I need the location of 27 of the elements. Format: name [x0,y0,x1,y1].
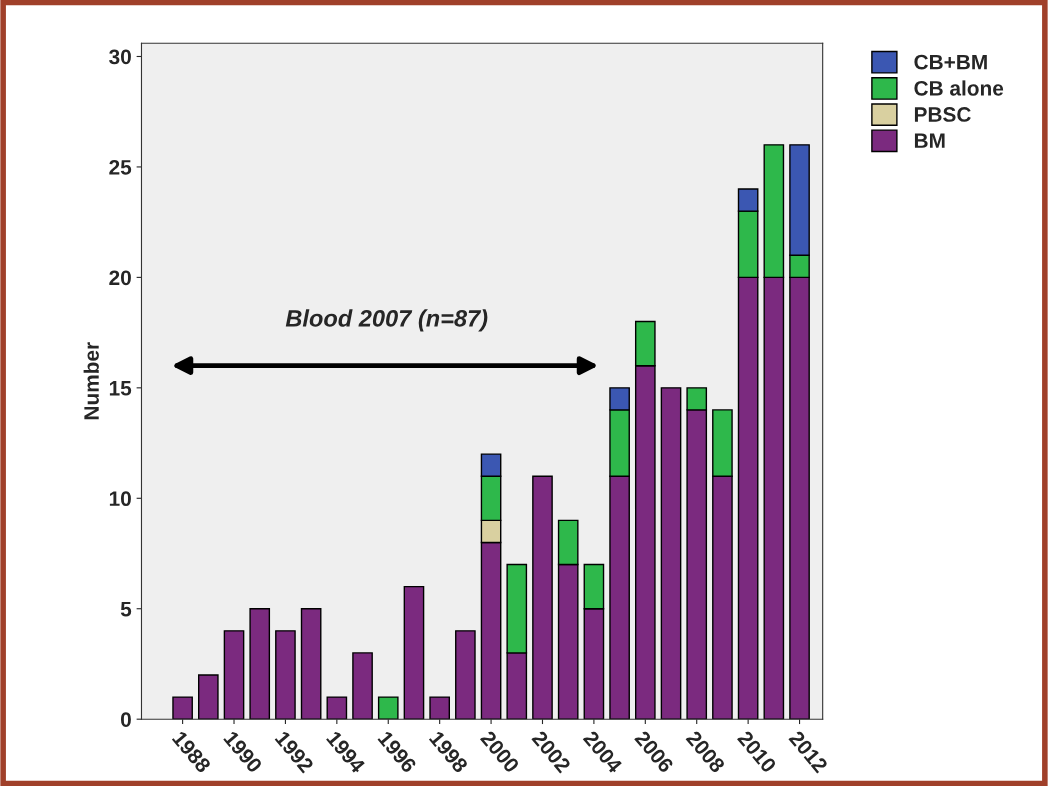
annotation: Blood 2007 (n=87) [285,309,488,332]
bar [275,630,296,720]
legend-label: CB alone [914,80,1004,96]
bar [455,630,476,720]
bar [300,608,322,720]
y-tick-label: 30 [109,49,131,65]
bar [660,387,682,720]
legend-label: PBSC [914,107,971,122]
bar [249,608,271,720]
y-tick-label: 25 [109,159,132,175]
y-axis-title: Number [83,342,99,420]
bar [429,696,451,720]
bar [197,674,219,720]
y-tick-label: 0 [121,712,131,727]
bar [172,696,193,720]
bar [326,696,348,720]
legend-label: CB+BM [914,54,987,70]
bar [403,585,425,720]
bar [377,696,399,720]
y-tick-label: 5 [120,601,132,617]
bar [223,630,245,720]
y-tick-label: 10 [109,491,131,507]
bar [352,652,373,720]
y-tick-label: 15 [109,381,132,396]
bar [532,475,553,720]
legend-label: BM [914,133,945,148]
y-tick-label: 20 [109,270,131,286]
